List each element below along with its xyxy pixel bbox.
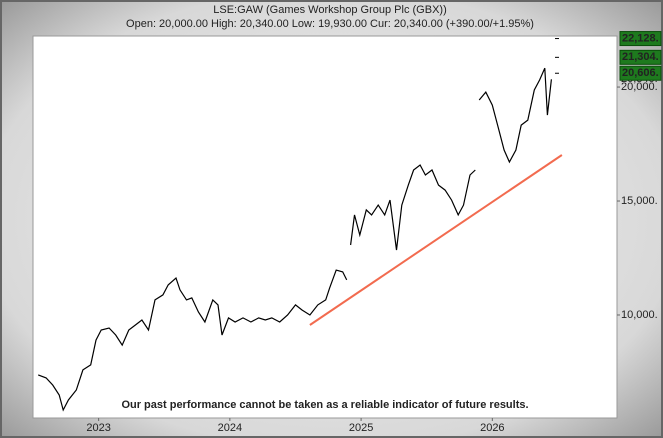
x-tick-label: 2024: [218, 422, 242, 434]
price-line: [37, 67, 552, 412]
x-tick-label: 2023: [86, 422, 110, 434]
x-tick-label: 2026: [480, 422, 504, 434]
plot-area: [32, 35, 618, 419]
target-label: 21,304.: [622, 51, 659, 63]
chart-subtitle: Open: 20,000.00 High: 20,340.00 Low: 19,…: [126, 18, 534, 30]
target-label: 22,128.: [622, 32, 659, 44]
y-tick-label: 15,000.: [621, 195, 658, 207]
chart-title: LSE:GAW (Games Workshop Group Plc (GBX)): [213, 4, 447, 16]
disclaimer: Our past performance cannot be taken as …: [121, 399, 528, 411]
target-label: 20,606.: [622, 67, 659, 79]
y-tick-label: 20,000.: [621, 81, 658, 93]
x-tick-label: 2025: [349, 422, 373, 434]
target-box: [619, 49, 662, 65]
trend-line: [309, 154, 563, 326]
y-tick-label: 10,000.: [621, 309, 658, 321]
target-box: [619, 31, 662, 47]
target-box: [619, 65, 662, 81]
